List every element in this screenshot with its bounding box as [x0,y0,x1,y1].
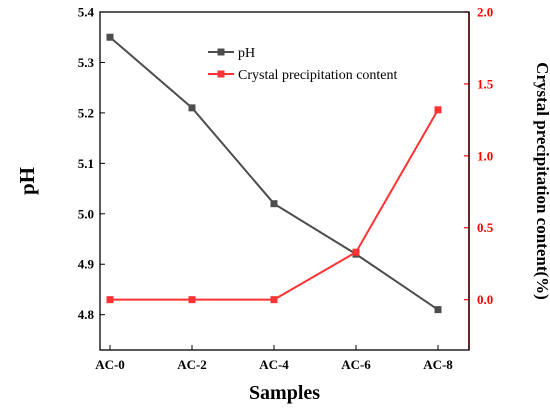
legend-marker [217,70,225,78]
y-right-tick-label: 2.0 [477,5,493,20]
x-tick-label: AC-4 [259,357,289,372]
data-point [106,296,114,304]
y-left-tick-label: 5.2 [78,105,94,120]
data-point [270,296,278,304]
y-left-tick-label: 5.1 [78,156,94,171]
y-left-tick-label: 5.4 [78,5,95,20]
y-axis-right-title: Crystal precipitation content(%) [533,62,550,300]
chart-ticks: 4.8 4.9 5.0 5.1 5.2 5.3 5.4 0.0 0.5 1.0 1.5 2.0 AC-0… [78,5,494,373]
y-left-tick-label: 4.8 [78,307,95,322]
data-point [434,106,442,114]
data-point [188,296,196,304]
chart-marks [106,33,442,314]
legend: pH Crystal precipitation content [208,46,398,83]
data-point [352,248,360,256]
x-tick-label: AC-0 [95,357,125,372]
y-right-tick-label: 1.5 [477,76,494,91]
y-axis-left-title: pH [15,167,39,195]
legend-label: pH [238,46,255,61]
data-point [434,306,442,314]
plot-frame [99,11,470,351]
y-right-tick-label: 1.0 [477,148,493,163]
x-axis-title: Samples [249,382,320,404]
data-point [106,33,114,41]
legend-label: Crystal precipitation content [238,68,398,83]
y-right-tick-label: 0.0 [477,292,493,307]
y-left-tick-label: 5.0 [78,206,94,221]
y-left-tick-label: 5.3 [78,55,95,70]
y-left-tick-label: 4.9 [78,257,95,272]
x-tick-label: AC-2 [177,357,207,372]
y-right-tick-label: 0.5 [477,220,494,235]
x-tick-label: AC-6 [341,357,371,372]
data-point [270,200,278,208]
x-tick-label: AC-8 [423,357,453,372]
legend-marker [217,48,225,56]
data-point [188,104,196,112]
